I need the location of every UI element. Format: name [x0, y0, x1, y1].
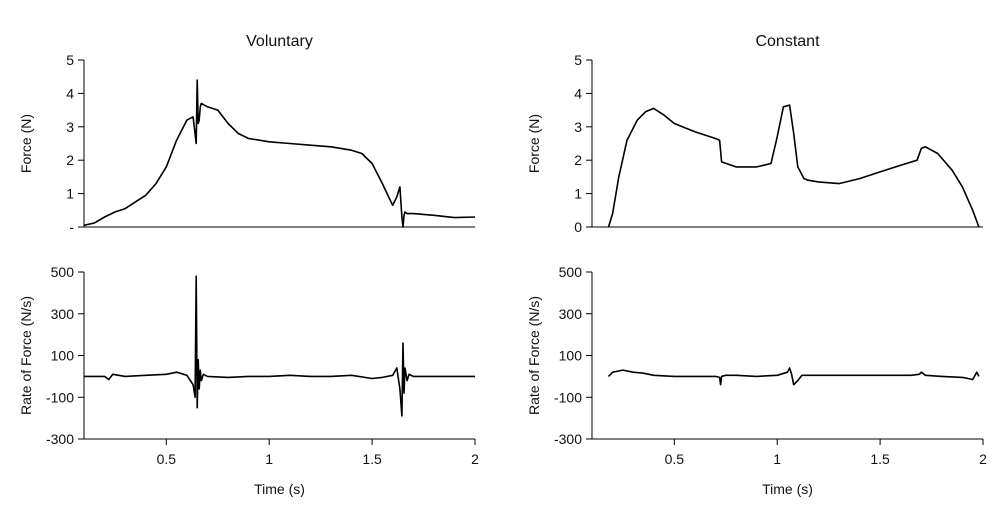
- chart-panel-3: -300 -100 100 300 500 0.5 1 1.5 2 Time (s) Rate of…: [18, 264, 479, 497]
- y-axis-label: Force (N): [526, 114, 542, 173]
- y-tick-label: -100: [46, 389, 74, 405]
- series-line-1: [607, 367, 980, 386]
- x-tick-label: 1.5: [870, 451, 890, 467]
- chart-panel-1: - 1 2 3 4 5 Voluntary Force (N): [18, 33, 476, 235]
- y-tick-label: 100: [559, 348, 583, 364]
- chart-title-constant: Constant: [755, 33, 820, 50]
- y-axis-label: Rate of Force (N/s): [18, 296, 34, 415]
- x-tick-label: 2: [471, 451, 479, 467]
- y-tick-label: -: [69, 219, 74, 235]
- chart-panel-2: 0 1 2 3 4 5 Constant Force (N): [526, 33, 983, 235]
- x-tick-label: 1: [265, 451, 273, 467]
- y-tick-label: -100: [554, 389, 582, 405]
- y-tick-label: 500: [51, 264, 75, 280]
- y-tick-label: 1: [574, 186, 582, 202]
- y-axis-label: Rate of Force (N/s): [526, 296, 542, 415]
- x-tick-label: 1: [773, 451, 781, 467]
- y-tick-label: 0: [574, 219, 582, 235]
- y-tick-label: 300: [559, 306, 583, 322]
- y-tick-label: 3: [574, 119, 582, 135]
- y-tick-label: 1: [66, 186, 74, 202]
- series-line-1: [83, 79, 476, 228]
- y-tick-label: 500: [559, 264, 583, 280]
- y-tick-label: 3: [66, 119, 74, 135]
- y-tick-label: 100: [51, 348, 75, 364]
- x-tick-label: 1.5: [362, 451, 382, 467]
- y-tick-label: 5: [66, 52, 74, 68]
- y-tick-label: 2: [574, 152, 582, 168]
- y-tick-label: 4: [66, 85, 74, 101]
- series-line-1: [84, 275, 475, 417]
- y-tick-label: 4: [574, 85, 582, 101]
- y-axis-label: Force (N): [18, 114, 34, 173]
- y-tick-label: 300: [51, 306, 75, 322]
- y-tick-label: 2: [66, 152, 74, 168]
- chart-panel-4: -300 -100 100 300 500 0.5 1 1.5 2 Time (s) Rate of…: [526, 264, 987, 497]
- series-line-1: [607, 104, 980, 228]
- x-axis-label: Time (s): [254, 481, 305, 497]
- chart-title-voluntary: Voluntary: [246, 33, 313, 50]
- y-tick-label: -300: [46, 431, 74, 447]
- x-tick-label: 2: [979, 451, 987, 467]
- y-tick-label: -300: [554, 431, 582, 447]
- y-tick-label: 5: [574, 52, 582, 68]
- x-tick-label: 0.5: [157, 451, 177, 467]
- x-tick-label: 0.5: [665, 451, 685, 467]
- x-axis-label: Time (s): [762, 481, 813, 497]
